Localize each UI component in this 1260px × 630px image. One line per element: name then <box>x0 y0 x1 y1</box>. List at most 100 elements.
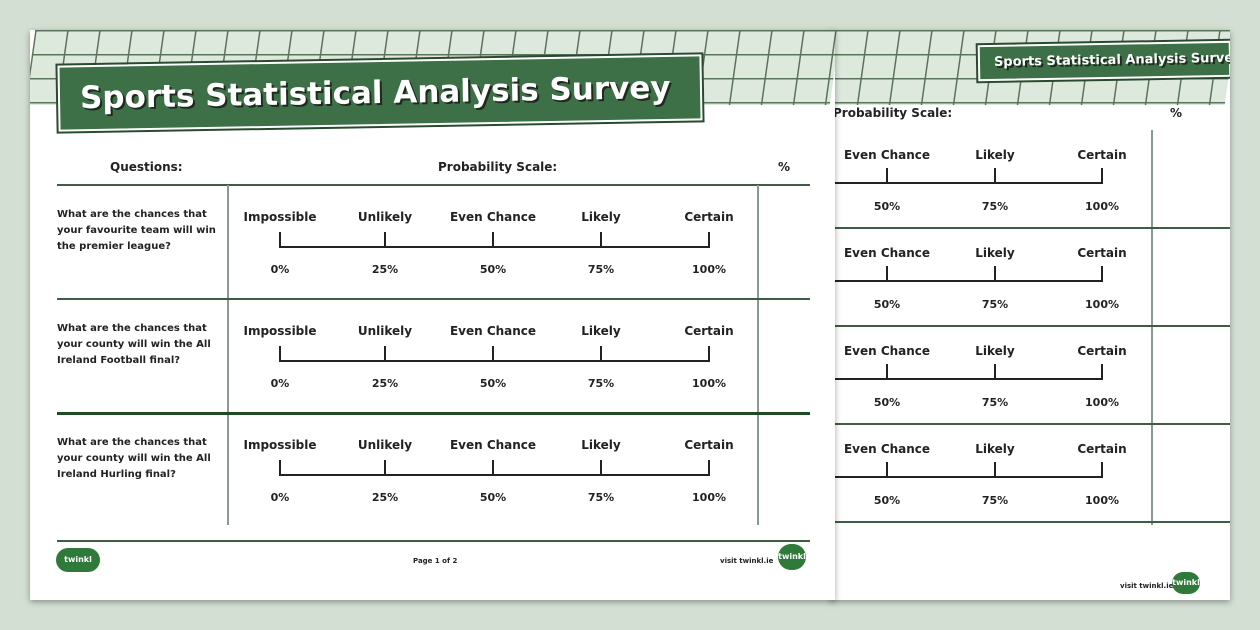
scale-line <box>830 378 1103 380</box>
scale-percent: 50% <box>873 200 901 213</box>
scale-tick <box>279 346 281 362</box>
scale-percent: 50% <box>479 377 507 390</box>
scale-label: Likely <box>975 344 1015 358</box>
scale-tick <box>1101 168 1103 184</box>
scale-percent: 0% <box>270 491 290 504</box>
row-divider <box>57 412 810 415</box>
questions-header: Questions: <box>110 160 183 174</box>
scale-percent: 50% <box>873 494 901 507</box>
scale-line <box>279 246 710 248</box>
scale-tick <box>600 346 602 362</box>
scale-label: Likely <box>975 148 1015 162</box>
scale-label: Unlikely <box>357 438 413 452</box>
column-divider <box>757 185 759 525</box>
scale-percent: 50% <box>479 491 507 504</box>
scale-percent: 75% <box>587 491 615 504</box>
scale-tick <box>886 462 888 478</box>
scale-label: Even Chance <box>843 344 931 358</box>
scale-label: Likely <box>581 324 621 338</box>
scale-label: Even Chance <box>449 438 537 452</box>
scale-label: Even Chance <box>449 210 537 224</box>
scale-tick <box>994 364 996 380</box>
scale-percent: 75% <box>981 494 1009 507</box>
scale-tick <box>600 232 602 248</box>
scale-tick <box>1101 266 1103 282</box>
scale-line <box>830 280 1103 282</box>
scale-label: Impossible <box>243 324 317 338</box>
scale-label: Unlikely <box>357 210 413 224</box>
scale-label: Certain <box>1077 246 1127 260</box>
visit-text: visit twinkl.ie <box>720 557 774 565</box>
footer-divider <box>57 540 810 542</box>
row-divider <box>830 521 1230 523</box>
scale-tick <box>994 168 996 184</box>
scale-label: Certain <box>684 438 734 452</box>
row-divider <box>830 227 1230 229</box>
scale-percent: 100% <box>1085 396 1119 409</box>
question-text: What are the chances that your county wi… <box>57 437 211 480</box>
page-title: Sports Statistical Analysis Survey <box>977 40 1230 82</box>
scale-header: Probability Scale: <box>833 106 953 120</box>
scale-tick <box>708 460 710 476</box>
scale-label: Likely <box>581 438 621 452</box>
scale-percent: 100% <box>692 377 726 390</box>
scale-label: Certain <box>1077 344 1127 358</box>
column-divider <box>227 185 229 525</box>
scale-tick <box>994 266 996 282</box>
scale-tick <box>492 346 494 362</box>
scale-label: Likely <box>975 442 1015 456</box>
row-divider <box>830 325 1230 327</box>
scale-percent: 100% <box>1085 298 1119 311</box>
question-text: What are the chances that your favourite… <box>57 209 216 252</box>
scale-tick <box>994 462 996 478</box>
scale-tick <box>1101 364 1103 380</box>
page-number: Page 1 of 2 <box>413 557 458 565</box>
row-divider <box>57 298 810 300</box>
page-2-preview: Sports Statistical Analysis Survey Proba… <box>830 30 1230 600</box>
scale-line <box>279 360 710 362</box>
scale-line <box>830 182 1103 184</box>
scale-line <box>279 474 710 476</box>
visit-text: visit twinkl.ie <box>1120 582 1174 590</box>
scale-label: Even Chance <box>843 148 931 162</box>
page-title: Sports Statistical Analysis Survey <box>57 54 703 132</box>
scale-header: Probability Scale: <box>438 160 558 174</box>
scale-line <box>830 476 1103 478</box>
percent-header: % <box>778 160 791 174</box>
scale-tick <box>492 460 494 476</box>
scale-percent: 25% <box>371 377 399 390</box>
scale-tick <box>708 346 710 362</box>
scale-tick <box>600 460 602 476</box>
scale-tick <box>492 232 494 248</box>
scale-percent: 75% <box>587 263 615 276</box>
scale-label: Certain <box>684 324 734 338</box>
scale-label: Even Chance <box>843 442 931 456</box>
twinkl-logo: twinkl <box>1172 572 1200 594</box>
scale-tick <box>886 364 888 380</box>
row-divider <box>830 423 1230 425</box>
scale-percent: 0% <box>270 263 290 276</box>
scale-percent: 50% <box>873 298 901 311</box>
scale-tick <box>708 232 710 248</box>
scale-percent: 75% <box>981 396 1009 409</box>
scale-percent: 0% <box>270 377 290 390</box>
scale-percent: 75% <box>587 377 615 390</box>
scale-tick <box>384 460 386 476</box>
scale-label: Unlikely <box>357 324 413 338</box>
twinkl-logo: twinkl <box>56 548 100 572</box>
page-1: Sports Statistical Analysis Survey Quest… <box>30 30 835 600</box>
scale-percent: 100% <box>692 491 726 504</box>
scale-percent: 100% <box>692 263 726 276</box>
scale-label: Certain <box>1077 148 1127 162</box>
scale-percent: 25% <box>371 263 399 276</box>
header-divider <box>57 184 810 186</box>
twinkl-badge: twinkl <box>778 544 806 570</box>
column-divider <box>1151 130 1153 525</box>
scale-label: Even Chance <box>843 246 931 260</box>
scale-percent: 75% <box>981 200 1009 213</box>
scale-label: Certain <box>1077 442 1127 456</box>
scale-label: Even Chance <box>449 324 537 338</box>
scale-label: Impossible <box>243 438 317 452</box>
percent-header: % <box>1170 106 1183 120</box>
scale-percent: 100% <box>1085 200 1119 213</box>
